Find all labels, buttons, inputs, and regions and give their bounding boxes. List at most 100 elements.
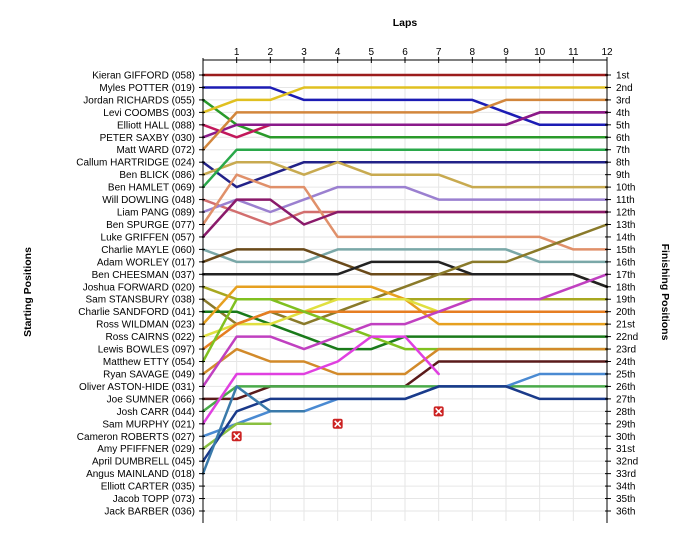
finishing-label: 31st xyxy=(616,444,635,455)
series-line xyxy=(201,160,609,189)
finishing-label: 34th xyxy=(616,482,635,493)
retirement-marker xyxy=(334,420,342,428)
series-line xyxy=(201,198,609,239)
driver-label: Myles POTTER (019) xyxy=(99,83,195,94)
series-line xyxy=(201,385,609,463)
finishing-label: 36th xyxy=(616,507,635,518)
finishing-label: 19th xyxy=(616,295,635,306)
finishing-label: 32nd xyxy=(616,457,638,468)
y-axis-title-right: Finishing Positions xyxy=(659,244,671,341)
driver-label: Levi COOMBS (003) xyxy=(103,108,195,119)
finishing-label: 27th xyxy=(616,394,635,405)
x-tick-label: 8 xyxy=(470,47,476,58)
finishing-label: 29th xyxy=(616,419,635,430)
driver-label: Jacob TOPP (073) xyxy=(113,494,195,505)
series-line xyxy=(201,160,609,189)
x-tick-label: 9 xyxy=(503,47,509,58)
finishing-label: 14th xyxy=(616,232,635,243)
series-line xyxy=(201,86,609,127)
driver-label: Will DOWLING (048) xyxy=(102,195,195,206)
driver-label: PETER SAXBY (030) xyxy=(100,133,195,144)
driver-label: Ross WILDMAN (023) xyxy=(96,320,195,331)
finishing-label: 5th xyxy=(616,120,630,131)
driver-label: Callum HARTRIDGE (024) xyxy=(76,158,195,169)
series-line xyxy=(201,248,609,264)
driver-label: Charlie SANDFORD (041) xyxy=(78,307,195,318)
driver-label: Ben SPURGE (077) xyxy=(106,220,195,231)
finishing-label: 8th xyxy=(616,158,630,169)
x-tick-label: 4 xyxy=(335,47,341,58)
driver-label: Luke GRIFFEN (057) xyxy=(101,232,195,243)
finishing-label: 25th xyxy=(616,369,635,380)
finishing-label: 4th xyxy=(616,108,630,119)
finishing-label: 24th xyxy=(616,357,635,368)
finishing-label: 20th xyxy=(616,307,635,318)
retirement-marker xyxy=(435,407,443,415)
series-line xyxy=(201,98,609,139)
driver-label: Angus MAINLAND (018) xyxy=(86,469,195,480)
finishing-label: 26th xyxy=(616,382,635,393)
axes xyxy=(199,57,611,523)
driver-label: Amy PFIFFNER (029) xyxy=(97,444,195,455)
finishing-label: 30th xyxy=(616,432,635,443)
finishing-label: 35th xyxy=(616,494,635,505)
driver-label: Sam MURPHY (021) xyxy=(102,419,195,430)
series-line xyxy=(201,385,609,413)
finishing-label: 16th xyxy=(616,257,635,268)
finishing-label: 13th xyxy=(616,220,635,231)
x-tick-label: 6 xyxy=(402,47,408,58)
driver-label: Lewis BOWLES (097) xyxy=(98,345,195,356)
driver-label: Elliott CARTER (035) xyxy=(101,482,195,493)
x-axis-title: Laps xyxy=(393,17,418,29)
x-tick-label: 5 xyxy=(369,47,375,58)
driver-label: Jack BARBER (036) xyxy=(104,507,195,518)
finishing-label: 11th xyxy=(616,195,635,206)
finishing-label: 3rd xyxy=(616,95,630,106)
driver-label: Joe SUMNER (066) xyxy=(107,394,195,405)
position-lines xyxy=(201,73,609,475)
finishing-label: 22nd xyxy=(616,332,638,343)
x-tick-label: 10 xyxy=(534,47,546,58)
series-line xyxy=(201,310,609,351)
driver-label: Ben CHEESMAN (037) xyxy=(92,270,195,281)
series-line xyxy=(201,98,609,151)
x-tick-label: 11 xyxy=(568,47,579,58)
series-line xyxy=(201,173,609,251)
retirement-marks xyxy=(231,406,444,442)
x-tick-label: 7 xyxy=(436,47,442,58)
driver-label: Liam PANG (089) xyxy=(117,208,195,219)
grid xyxy=(202,62,608,521)
finishing-label: 6th xyxy=(616,133,630,144)
x-tick-label: 1 xyxy=(234,47,240,58)
driver-label: Sam STANSBURY (038) xyxy=(86,295,195,306)
finishing-label: 12th xyxy=(616,208,635,219)
series-line xyxy=(201,335,440,426)
driver-label: Matt WARD (072) xyxy=(116,145,195,156)
finishing-label: 23rd xyxy=(616,345,636,356)
finishing-label: 18th xyxy=(616,282,635,293)
finishing-label: 21st xyxy=(616,320,635,331)
series-line xyxy=(201,148,609,189)
driver-label: Kieran GIFFORD (058) xyxy=(92,71,195,82)
x-tick-label: 12 xyxy=(601,47,613,58)
finishing-label: 7th xyxy=(616,145,630,156)
finishing-label: 1st xyxy=(616,71,630,82)
series-line xyxy=(201,86,609,114)
driver-label: Adam WORLEY (017) xyxy=(97,257,195,268)
x-tick-label: 3 xyxy=(301,47,307,58)
driver-label: Ben BLICK (086) xyxy=(119,170,195,181)
driver-label: Oliver ASTON-HIDE (031) xyxy=(79,382,195,393)
finishing-label: 33rd xyxy=(616,469,636,480)
driver-label: April DUMBRELL (045) xyxy=(92,457,195,468)
driver-label: Matthew ETTY (054) xyxy=(103,357,195,368)
retirement-marker xyxy=(233,432,241,440)
driver-label: Elliott HALL (088) xyxy=(117,120,195,131)
driver-label: Ryan SAVAGE (049) xyxy=(103,369,195,380)
finishing-label: 2nd xyxy=(616,83,633,94)
driver-label: Jordan RICHARDS (055) xyxy=(83,95,195,106)
driver-label: Josh CARR (044) xyxy=(117,407,195,418)
finishing-label: 28th xyxy=(616,407,635,418)
